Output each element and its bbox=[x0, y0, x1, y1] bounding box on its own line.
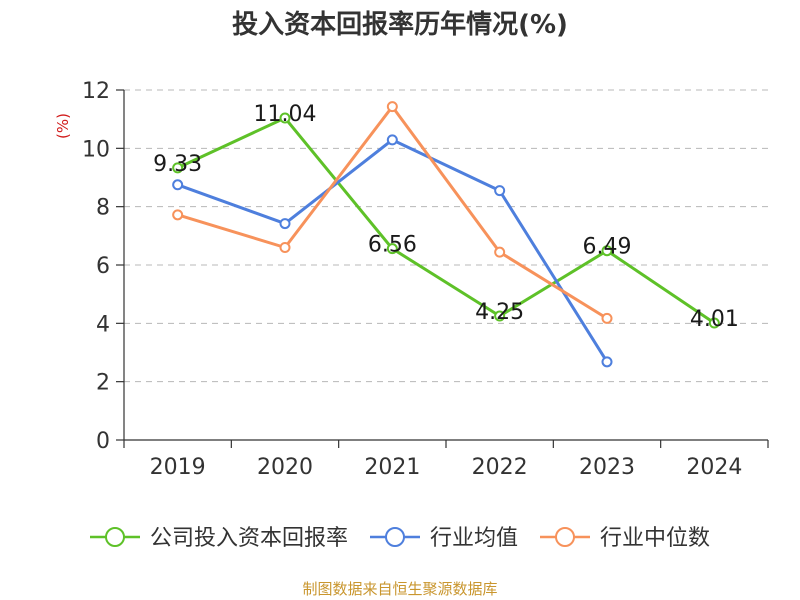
data-point bbox=[601, 312, 613, 324]
data-point bbox=[601, 356, 613, 368]
data-point bbox=[494, 310, 506, 322]
data-point bbox=[494, 246, 506, 258]
data-point bbox=[172, 179, 184, 191]
x-tick-label: 2022 bbox=[472, 455, 528, 480]
legend-label: 行业中位数 bbox=[600, 526, 710, 551]
x-tick-label: 2024 bbox=[686, 455, 742, 480]
data-point bbox=[386, 101, 398, 113]
data-labels: 9.33 11.04 6.56 4.25 6.49 4.01 bbox=[153, 102, 739, 332]
data-label: 6.56 bbox=[368, 233, 417, 258]
series-lines bbox=[172, 101, 720, 368]
legend-label: 公司投入资本回报率 bbox=[150, 526, 348, 551]
legend: 公司投入资本回报率 行业均值 行业中位数 bbox=[90, 526, 710, 551]
grid bbox=[124, 89, 768, 383]
legend-marker bbox=[555, 527, 575, 547]
data-point bbox=[601, 245, 613, 257]
y-tick-label: 2 bbox=[96, 371, 110, 396]
y-tick-label: 10 bbox=[82, 137, 110, 162]
data-label: 4.25 bbox=[475, 300, 524, 325]
data-point bbox=[386, 243, 398, 255]
axes: 0 2 4 6 8 10 12 2019 2020 2021 2022 2023 2024 bbox=[82, 79, 769, 480]
data-label: 11.04 bbox=[254, 102, 317, 127]
data-point bbox=[494, 185, 506, 197]
series-line-1 bbox=[177, 116, 716, 325]
y-tick-label: 12 bbox=[82, 79, 110, 104]
data-point bbox=[279, 242, 291, 253]
data-label: 6.49 bbox=[583, 235, 632, 260]
x-tick-label: 2023 bbox=[579, 455, 635, 480]
data-label: 4.01 bbox=[690, 307, 739, 332]
y-tick-label: 4 bbox=[96, 312, 110, 337]
y-tick-label: 0 bbox=[96, 429, 110, 454]
data-point bbox=[279, 218, 291, 230]
legend-item-2: 行业均值 bbox=[370, 526, 518, 551]
legend-item-3: 行业中位数 bbox=[540, 526, 710, 551]
data-point bbox=[279, 112, 291, 124]
data-point bbox=[172, 162, 184, 174]
chart-title: 投入资本回报率历年情况(%) bbox=[232, 9, 568, 40]
source-note: 制图数据来自恒生聚源数据库 bbox=[302, 580, 497, 598]
legend-marker bbox=[385, 527, 405, 547]
legend-item-1: 公司投入资本回报率 bbox=[90, 526, 348, 551]
data-label: 9.33 bbox=[153, 152, 202, 177]
data-point bbox=[386, 134, 398, 146]
x-tick-label: 2019 bbox=[150, 455, 206, 480]
x-tick-label: 2021 bbox=[364, 455, 420, 480]
x-tick-label: 2020 bbox=[257, 455, 313, 480]
data-point bbox=[172, 209, 184, 221]
y-tick-label: 8 bbox=[96, 196, 110, 221]
data-point bbox=[708, 317, 720, 329]
legend-label: 行业均值 bbox=[430, 526, 518, 551]
y-axis-label: (%) bbox=[54, 113, 72, 139]
legend-marker bbox=[105, 527, 125, 547]
y-tick-label: 6 bbox=[96, 254, 110, 279]
